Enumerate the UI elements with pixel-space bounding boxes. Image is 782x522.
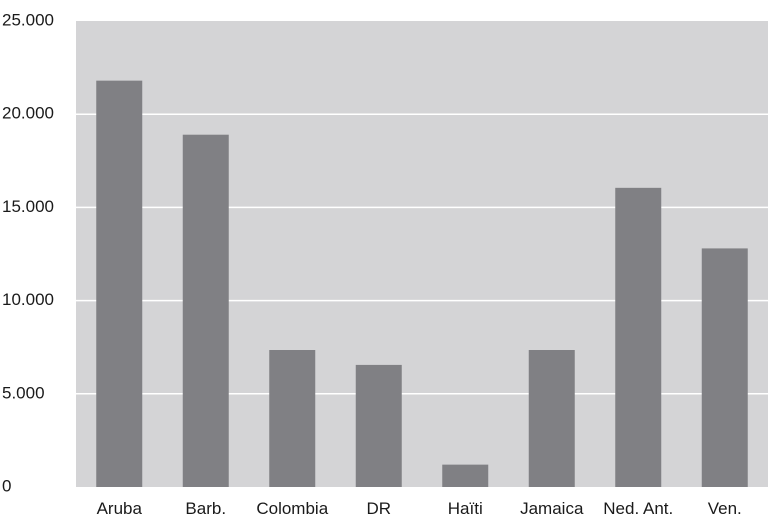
- bar: [528, 349, 575, 487]
- bar: [615, 187, 662, 487]
- x-category-label: Ven.: [708, 499, 742, 518]
- plot-area: [76, 21, 768, 487]
- bar: [182, 134, 229, 488]
- y-axis: 0 5.000 10.000 15.000 20.000 25.000: [2, 10, 54, 495]
- bar: [355, 364, 402, 487]
- bar: [269, 349, 316, 487]
- bar: [701, 248, 748, 487]
- y-tick-label: 5.000: [2, 383, 45, 402]
- bar: [96, 80, 143, 487]
- x-category-label: DR: [366, 499, 391, 518]
- x-category-label: Aruba: [97, 499, 143, 518]
- y-tick-label: 20.000: [2, 104, 54, 123]
- y-tick-label: 0: [2, 476, 11, 495]
- y-tick-label: 10.000: [2, 290, 54, 309]
- bars: [96, 80, 748, 488]
- x-category-label: Haïti: [448, 499, 483, 518]
- bar: [442, 464, 489, 487]
- y-tick-label: 25.000: [2, 10, 54, 29]
- x-category-label: Colombia: [256, 499, 328, 518]
- x-category-label: Ned. Ant.: [603, 499, 673, 518]
- x-category-label: Jamaica: [520, 499, 584, 518]
- x-category-label: Barb.: [185, 499, 226, 518]
- y-tick-label: 15.000: [2, 197, 54, 216]
- x-axis: Aruba Barb. Colombia DR Haïti Jamaica Ned. Ant…: [97, 499, 742, 518]
